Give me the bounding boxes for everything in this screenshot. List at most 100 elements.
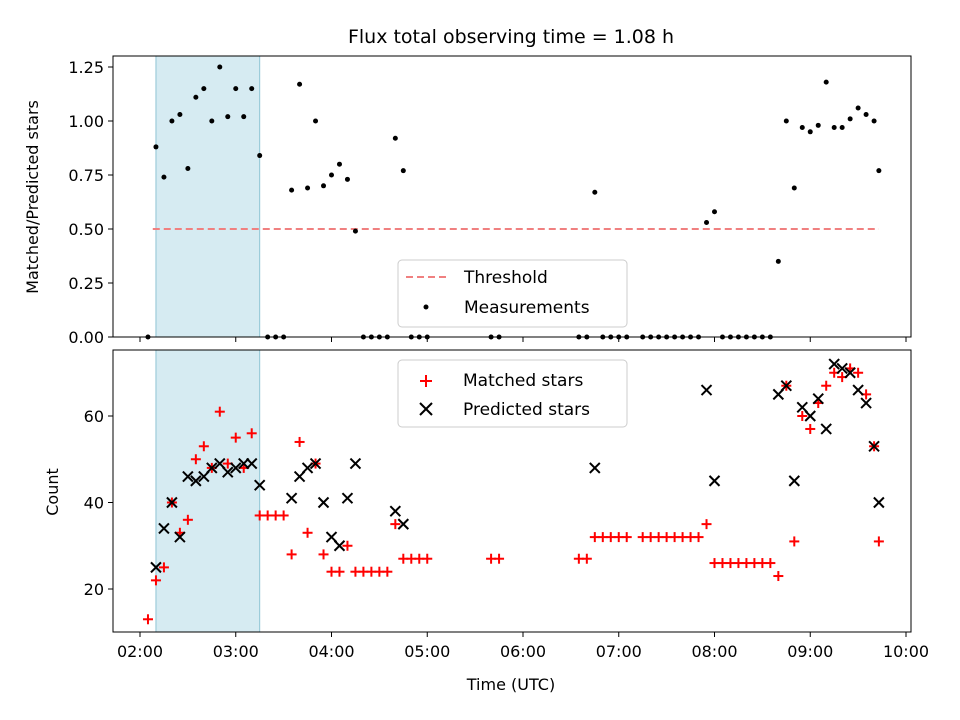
measurement-point	[704, 220, 710, 226]
matched-star-point	[621, 532, 632, 543]
measurement-point	[712, 209, 717, 215]
matched-star-point	[422, 553, 433, 564]
measurement-point	[855, 105, 861, 111]
measurement-point	[329, 172, 334, 178]
predicted-star-point	[253, 479, 266, 491]
predicted-star-point	[844, 367, 856, 379]
y-tick-label: 0.75	[68, 166, 104, 185]
bottom-shaded-region	[155, 349, 261, 633]
x-tick-label: 06:00	[500, 642, 546, 661]
matched-star-point	[150, 575, 161, 586]
predicted-star-point	[301, 462, 314, 474]
chart-title: Flux total observing time = 1.08 h	[348, 26, 674, 48]
measurement-point	[336, 161, 342, 167]
measurement-point	[775, 258, 781, 264]
legend-matched-swatch	[420, 375, 432, 387]
y-tick-label: 40	[84, 494, 104, 513]
x-tick-label: 10:00	[883, 642, 929, 661]
predicted-star-point	[828, 358, 840, 370]
measurement-point	[815, 122, 821, 128]
measurement-point	[153, 144, 159, 150]
predicted-star-point	[190, 475, 202, 487]
measurement-point	[289, 187, 295, 193]
x-tick-label: 08:00	[691, 642, 737, 661]
measurement-point	[305, 185, 311, 191]
matched-star-point	[246, 428, 257, 439]
predicted-star-point	[182, 470, 194, 483]
measurement-point	[823, 79, 829, 85]
predicted-star-point	[333, 540, 346, 552]
matched-star-point	[182, 514, 193, 525]
bottom-legend: Matched stars Predicted stars	[397, 359, 628, 428]
measurement-point	[169, 118, 175, 124]
x-tick-label: 02:00	[117, 642, 163, 661]
measurement-point	[321, 183, 327, 189]
predicted-star-point	[389, 505, 402, 517]
matched-star-point	[693, 532, 704, 543]
predicted-star-point	[285, 492, 298, 504]
measurement-point	[783, 118, 789, 124]
matched-star-point	[286, 549, 297, 560]
measurement-point	[799, 124, 805, 130]
predicted-star-point	[158, 522, 170, 535]
predicted-star-point	[230, 462, 242, 474]
y-tick-label: 0.25	[68, 274, 104, 293]
measurement-point	[871, 118, 877, 124]
measurement-point	[344, 176, 350, 182]
matched-star-point	[278, 510, 289, 521]
bottom-legend-box	[397, 359, 628, 428]
matched-star-point	[198, 441, 209, 452]
measurement-point	[177, 112, 183, 118]
bottom-plot-frame	[112, 349, 912, 633]
top-plot-frame	[112, 55, 912, 338]
measurement-point	[839, 124, 845, 130]
bottom-plot-marks	[142, 358, 885, 625]
matched-star-point	[142, 614, 153, 625]
measurement-point	[161, 174, 167, 180]
top-axes: 0.00 0.25 0.50 0.75 1.00 1.25	[68, 58, 907, 347]
legend-measurements-label: Measurements	[464, 298, 590, 318]
matched-star-point	[805, 423, 816, 434]
predicted-star-point	[852, 384, 864, 396]
matched-star-point	[342, 540, 353, 551]
measurement-point	[400, 168, 406, 174]
measurement-point	[791, 185, 797, 191]
legend-measurements-swatch	[423, 304, 429, 310]
x-tick-label: 05:00	[404, 642, 450, 661]
measurement-point	[831, 124, 837, 130]
x-tick-label: 09:00	[787, 642, 833, 661]
measurement-point	[392, 135, 398, 141]
matched-star-point	[334, 566, 345, 577]
y-tick-label: 1.25	[68, 58, 104, 77]
measurement-point	[201, 86, 207, 92]
measurement-point	[185, 166, 191, 172]
matched-star-point	[765, 558, 776, 569]
measurement-point	[257, 153, 263, 159]
x-tick-label: 04:00	[308, 642, 354, 661]
predicted-star-point	[174, 531, 186, 543]
predicted-star-point	[804, 410, 816, 422]
y-tick-label: 20	[84, 580, 104, 599]
predicted-star-point	[836, 362, 848, 375]
legend-predicted-label: Predicted stars	[463, 400, 590, 420]
matched-star-point	[853, 367, 864, 378]
matched-star-point	[382, 566, 393, 577]
predicted-star-point	[309, 457, 322, 470]
matched-star-point	[789, 536, 800, 547]
predicted-star-point	[860, 397, 872, 409]
predicted-star-point	[166, 496, 178, 509]
predicted-star-point	[341, 492, 354, 504]
measurement-point	[807, 129, 813, 135]
shaded-region	[155, 349, 261, 633]
y-tick-label: 60	[84, 407, 104, 426]
predicted-star-point	[222, 466, 234, 478]
predicted-star-point	[246, 457, 258, 470]
predicted-star-point	[700, 384, 713, 396]
measurement-point	[241, 114, 247, 120]
predicted-star-point	[150, 561, 162, 574]
x-axis-label: Time (UTC)	[466, 675, 555, 694]
x-tick-label: 03:00	[213, 642, 259, 661]
y-tick-label: 0.00	[68, 328, 104, 347]
shaded-region	[155, 55, 261, 338]
